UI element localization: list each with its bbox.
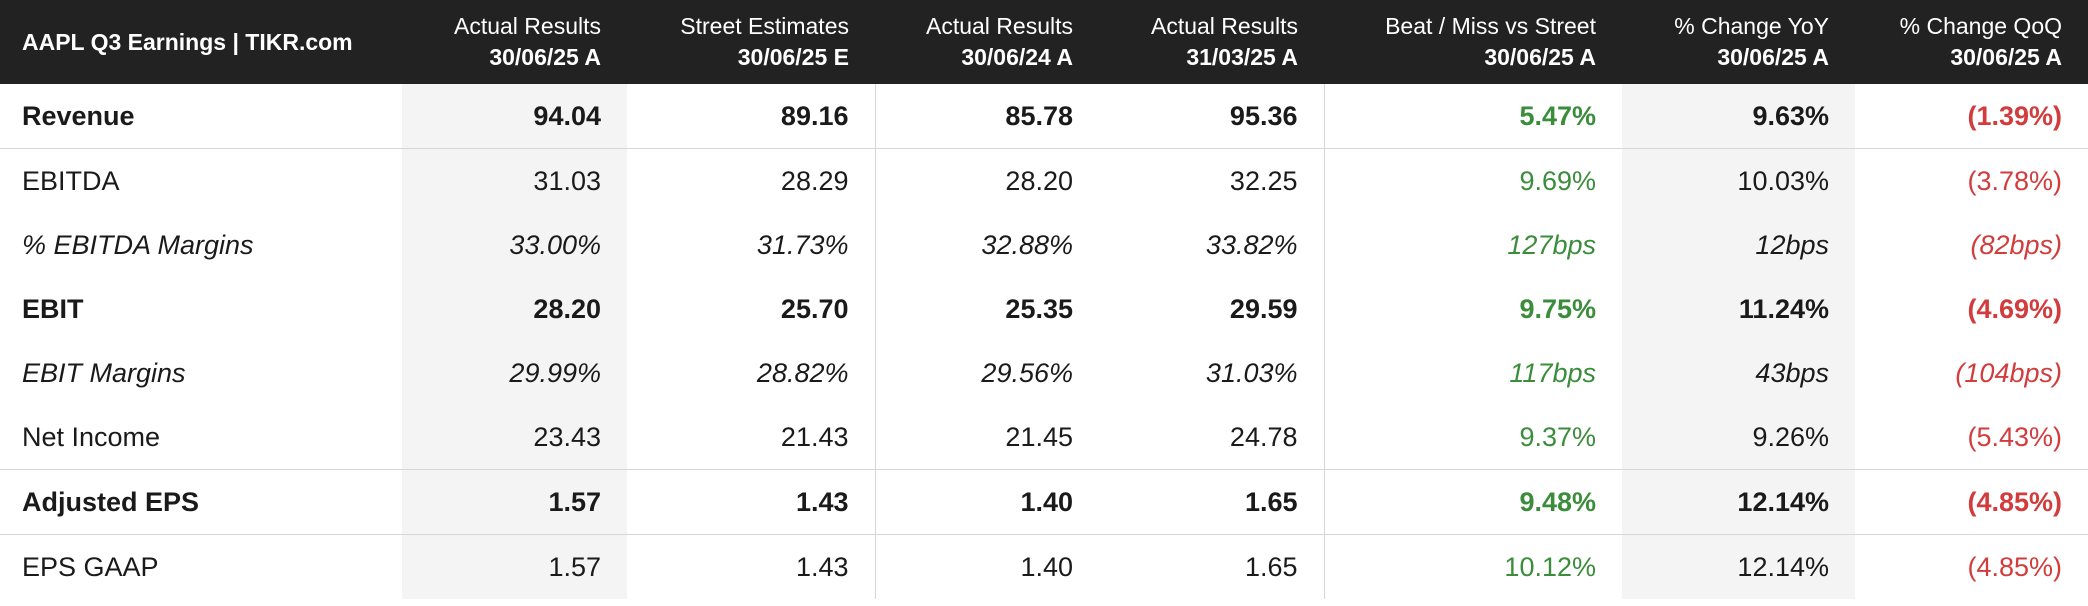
cell: 117bps [1323, 341, 1622, 405]
column-header-line1: % Change YoY [1674, 13, 1829, 39]
cell: 5.47% [1323, 84, 1622, 149]
column-header-line1: Beat / Miss vs Street [1385, 13, 1596, 39]
row-label: Adjusted EPS [0, 469, 402, 535]
cell: 9.63% [1622, 84, 1855, 149]
table-row: EBIT Margins 29.99% 28.82% 29.56% 31.03% 117b… [0, 341, 2088, 405]
cell: 95.36 [1099, 84, 1324, 149]
table-row: Net Income 23.43 21.43 21.45 24.78 9.37% 9.26%… [0, 405, 2088, 470]
cell: 1.40 [874, 534, 1099, 599]
cell: 1.57 [402, 469, 627, 535]
cell: (82bps) [1970, 229, 2062, 260]
table-title: AAPL Q3 Earnings | TIKR.com [22, 28, 353, 55]
cell: 25.70 [780, 293, 849, 324]
cell: 94.04 [402, 84, 627, 149]
column-header: Actual Results 31/03/25 A [1099, 0, 1324, 84]
table-row: EBITDA 31.03 28.29 28.20 32.25 9.69% 10.03% (3.… [0, 148, 2088, 213]
column-header-line2: 31/03/25 A [1186, 44, 1298, 70]
cell: 1.43 [627, 469, 875, 535]
cell: 9.48% [1323, 469, 1622, 535]
column-header: Actual Results 30/06/25 A [402, 0, 627, 84]
row-label: EPS GAAP [22, 551, 159, 582]
row-label: Revenue [0, 84, 402, 149]
cell: (4.85%) [1855, 469, 2088, 535]
cell: 33.00% [402, 213, 627, 277]
cell: 43bps [1622, 341, 1855, 405]
cell: 32.25 [1229, 165, 1298, 196]
cell: 1.43 [795, 551, 849, 582]
cell: 29.99% [402, 341, 627, 405]
cell: 28.20 [402, 277, 627, 341]
cell: 21.43 [627, 405, 875, 470]
column-header: Beat / Miss vs Street 30/06/25 A [1324, 0, 1622, 84]
cell: 9.69% [1323, 148, 1622, 213]
cell: 1.40 [874, 469, 1099, 535]
cell: (3.78%) [1967, 165, 2062, 196]
cell: 127bps [1323, 213, 1622, 277]
cell: 24.78 [1099, 405, 1324, 470]
row-label: EBITDA [22, 165, 120, 196]
cell: (5.43%) [1855, 405, 2088, 470]
column-header-line1: Street Estimates [680, 13, 849, 39]
column-header-line1: % Change QoQ [1899, 13, 2062, 39]
row-label: EBIT [22, 293, 84, 324]
table-row: Adjusted EPS 1.57 1.43 1.40 1.65 9.48% 12.14%(… [0, 469, 2088, 535]
column-header: % Change YoY 30/06/25 A [1622, 0, 1855, 84]
table-row: EBIT 28.20 25.70 25.35 29.59 9.75% 11.24% (4.69… [0, 277, 2088, 341]
row-label: Net Income [0, 405, 402, 470]
column-header: Street Estimates 30/06/25 E [627, 0, 875, 84]
cell: 12.14% [1622, 534, 1855, 599]
row-label: % EBITDA Margins [22, 229, 254, 260]
cell: 32.88% [874, 213, 1099, 277]
cell: 85.78 [874, 84, 1099, 149]
cell: 1.65 [1244, 551, 1298, 582]
cell: 9.37% [1323, 405, 1622, 470]
table-row: EPS GAAP 1.57 1.43 1.40 1.65 10.12% 12.14% (4.8… [0, 534, 2088, 599]
column-header-line2: 30/06/24 A [961, 44, 1073, 70]
cell: 28.20 [874, 148, 1099, 213]
cell: 31.03 [402, 148, 627, 213]
cell: 11.24% [1622, 277, 1855, 341]
column-header-line2: 30/06/25 E [737, 44, 849, 70]
cell: 29.59 [1229, 293, 1298, 324]
cell: (4.85%) [1967, 551, 2062, 582]
cell: 89.16 [627, 84, 875, 149]
cell: (104bps) [1955, 357, 2062, 388]
cell: 23.43 [402, 405, 627, 470]
cell: (1.39%) [1855, 84, 2088, 149]
table-body: Revenue 94.04 89.16 85.78 95.36 5.47% 9.63% (1.… [0, 84, 2088, 599]
column-header-line2: 30/06/25 A [489, 44, 601, 70]
row-label: EBIT Margins [22, 357, 186, 388]
cell: 9.75% [1323, 277, 1622, 341]
column-header-line1: Actual Results [453, 13, 601, 39]
cell: 28.29 [780, 165, 849, 196]
cell: 31.73% [756, 229, 849, 260]
table-row: Revenue 94.04 89.16 85.78 95.36 5.47% 9.63% (1.… [0, 84, 2088, 149]
column-header: % Change QoQ 30/06/25 A [1855, 0, 2088, 84]
cell: 12.14% [1622, 469, 1855, 535]
cell: 9.26% [1622, 405, 1855, 470]
cell: 25.35 [874, 277, 1099, 341]
cell: 1.57 [402, 534, 627, 599]
cell: 1.65 [1099, 469, 1324, 535]
cell: 12bps [1622, 213, 1855, 277]
cell: 10.03% [1622, 148, 1855, 213]
cell: 31.03% [1205, 357, 1298, 388]
cell: 21.45 [874, 405, 1099, 470]
column-header-line2: 30/06/25 A [1484, 44, 1596, 70]
table-header: AAPL Q3 Earnings | TIKR.com Actual Resul… [0, 0, 2088, 84]
cell: 29.56% [874, 341, 1099, 405]
header-row: AAPL Q3 Earnings | TIKR.com Actual Resul… [0, 0, 2088, 84]
cell: (4.69%) [1967, 293, 2062, 324]
column-header-line1: Actual Results [1150, 13, 1298, 39]
column-header-line2: 30/06/25 A [1950, 44, 2062, 70]
column-header-line1: Actual Results [925, 13, 1073, 39]
cell: 33.82% [1205, 229, 1298, 260]
column-header-line2: 30/06/25 A [1717, 44, 1829, 70]
cell: 28.82% [756, 357, 849, 388]
column-header: Actual Results 30/06/24 A [875, 0, 1099, 84]
table-row: % EBITDA Margins 33.00% 31.73% 32.88% 33.82%… [0, 213, 2088, 277]
cell: 10.12% [1323, 534, 1622, 599]
